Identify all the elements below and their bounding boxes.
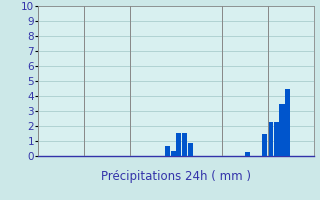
Bar [165,146,170,156]
Bar [262,134,268,156]
Bar [285,88,290,156]
Bar [245,152,250,156]
Bar [274,121,279,156]
Bar [171,151,176,156]
Bar [176,133,181,156]
Bar [268,121,273,156]
Bar [182,133,187,156]
X-axis label: Précipitations 24h ( mm ): Précipitations 24h ( mm ) [101,170,251,183]
Bar [279,104,285,156]
Bar [188,142,193,156]
